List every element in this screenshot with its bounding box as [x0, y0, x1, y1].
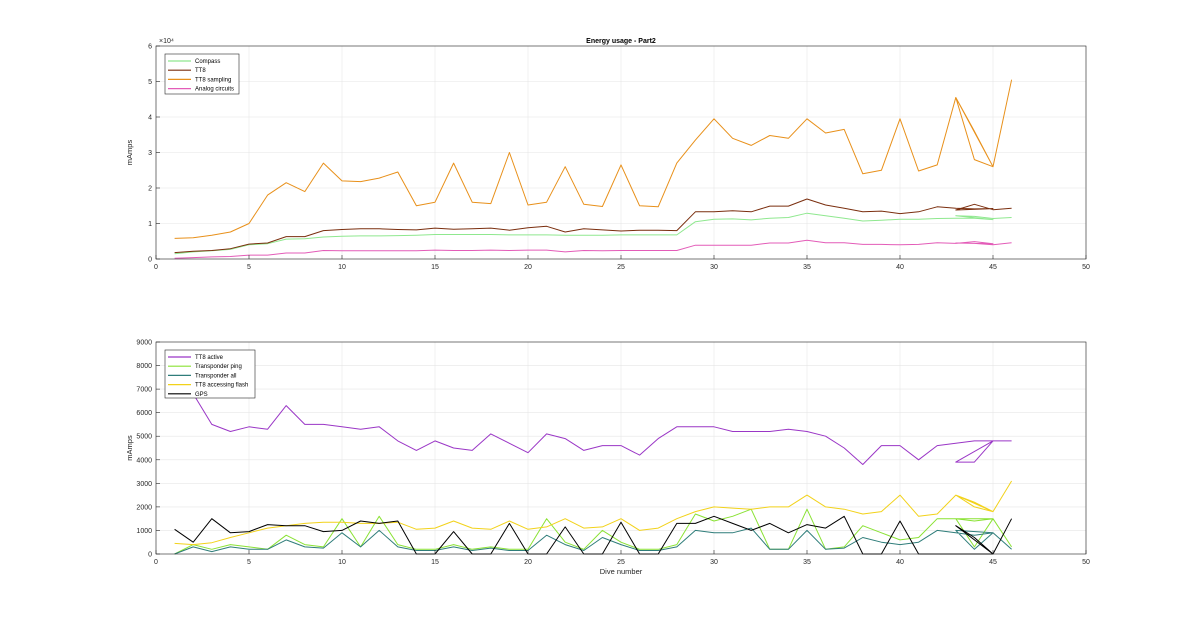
y-tick-label: 5	[148, 79, 152, 86]
x-tick-label: 15	[431, 264, 439, 271]
series-line-gps	[174, 515, 1013, 555]
y-tick-label: 3000	[136, 481, 152, 488]
y-tick-label: 2	[148, 186, 152, 193]
gridlines	[155, 45, 1087, 260]
legend-label: TT8	[195, 68, 206, 74]
y-tick-label: 6	[148, 44, 152, 51]
y-tick-label: 1	[148, 221, 152, 228]
x-tick-label: 10	[338, 264, 346, 271]
series-lines	[174, 369, 1013, 555]
legend-label: TT8 sampling	[195, 77, 231, 83]
y-tick-label: 4000	[136, 457, 152, 464]
series-lines	[174, 79, 1013, 259]
chart-2: 0 5 10 15 20 25 30 35 40 45 50 0 1000 2000 3000 4000 500…	[125, 340, 1090, 577]
x-tick-label: 50	[1082, 264, 1090, 271]
y-tick-label: 3	[148, 150, 152, 157]
legend-label: GPS	[195, 392, 208, 398]
y-tick-label: 0	[148, 552, 152, 559]
legend-label: Analog circuits	[195, 87, 234, 93]
legend: Compass TT8 TT8 sampling Analog circuits	[164, 53, 240, 95]
legend-label: Transponder all	[195, 373, 236, 379]
legend: TT8 active Transponder ping Transponder al…	[164, 349, 256, 399]
x-tick-label: 40	[896, 264, 904, 271]
x-tick-label: 25	[617, 559, 625, 566]
x-tick-label: 10	[338, 559, 346, 566]
x-tick-label: 45	[989, 559, 997, 566]
series-line-tt8	[174, 198, 1012, 254]
y-axis-label: mAmps	[125, 435, 134, 461]
x-tick-label: 20	[524, 559, 532, 566]
x-tick-label: 25	[617, 264, 625, 271]
x-tick-label: 15	[431, 559, 439, 566]
y-tick-label: 4	[148, 115, 152, 122]
legend-label: TT8 active	[195, 355, 224, 361]
x-tick-label: 50	[1082, 559, 1090, 566]
series-line-tt8-sampling	[174, 79, 1013, 239]
ticks: 0 5 10 15 20 25 30 35 40 45 50 0 1000 2000 3000 4000 500…	[136, 340, 1090, 567]
series-line-transponder-ping	[174, 508, 1013, 555]
series-line-tt8-active	[174, 369, 1012, 465]
series-line-tt8-accessing-flash	[174, 480, 1013, 546]
x-tick-label: 5	[247, 264, 251, 271]
series-line-analog-circuits	[174, 239, 1012, 259]
legend-label: TT8 accessing flash	[195, 383, 248, 389]
y-tick-label: 5000	[136, 434, 152, 441]
y-tick-label: 9000	[136, 340, 152, 347]
y-tick-label: 2000	[136, 504, 152, 511]
legend-box	[164, 349, 256, 399]
x-axis-label: Dive number	[600, 567, 643, 576]
y-tick-label: 1000	[136, 528, 152, 535]
x-tick-label: 40	[896, 559, 904, 566]
series-line-transponder-all	[174, 527, 1012, 555]
y-tick-label: 0	[148, 257, 152, 264]
chart-title: Energy usage - Part2	[586, 38, 656, 45]
y-tick-label: 6000	[136, 410, 152, 417]
y-tick-label: 8000	[136, 363, 152, 370]
x-tick-label: 35	[803, 559, 811, 566]
y-exponent-label: ×10⁴	[159, 38, 174, 45]
x-tick-label: 20	[524, 264, 532, 271]
x-tick-label: 5	[247, 559, 251, 566]
x-tick-label: 30	[710, 264, 718, 271]
x-tick-label: 45	[989, 264, 997, 271]
series-line-compass	[174, 212, 1012, 255]
x-tick-label: 0	[154, 264, 158, 271]
y-axis-label: mAmps	[125, 140, 134, 166]
x-tick-label: 35	[803, 264, 811, 271]
x-tick-label: 0	[154, 559, 158, 566]
x-tick-label: 30	[710, 559, 718, 566]
legend-label: Compass	[195, 59, 220, 65]
y-tick-label: 7000	[136, 387, 152, 394]
legend-label: Transponder ping	[195, 364, 242, 370]
